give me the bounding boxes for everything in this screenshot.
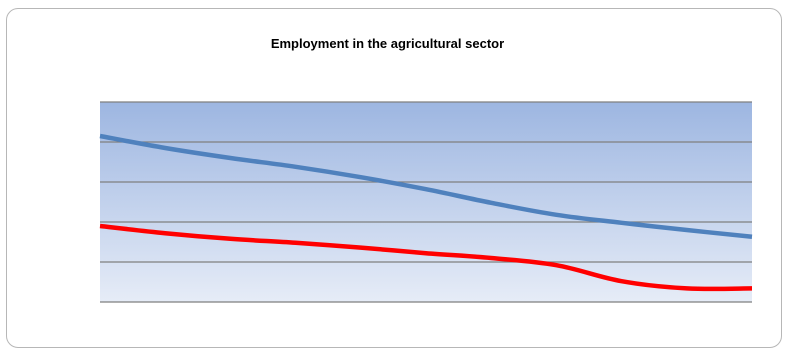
series-lines: [99, 133, 753, 292]
chart-title: Employment in the agricultural sector: [270, 36, 505, 51]
series-line-1: [99, 133, 753, 240]
gridlines: [100, 101, 752, 303]
series-line-2: [99, 223, 753, 292]
plot-area: [100, 102, 752, 302]
line-chart: [99, 101, 753, 303]
